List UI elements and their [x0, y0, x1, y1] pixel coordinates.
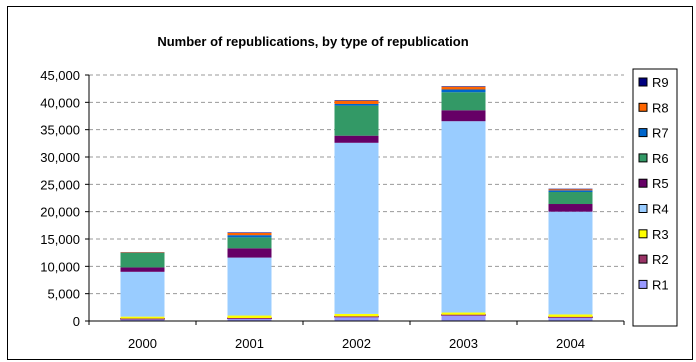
legend-label-r8: R8	[652, 100, 669, 115]
bar-segment-r7	[227, 235, 272, 238]
legend-swatch-r3	[638, 229, 648, 239]
bars	[120, 86, 593, 321]
bar-segment-r7	[548, 190, 593, 192]
bar-segment-r2	[548, 316, 593, 318]
y-tick-label: 20,000	[40, 205, 80, 220]
y-tick-label: 40,000	[40, 95, 80, 110]
axes	[85, 74, 625, 325]
bar-segment-r3	[227, 315, 272, 318]
bar-segment-r2	[120, 318, 165, 320]
bar-segment-r5	[227, 248, 272, 258]
legend-label-r1: R1	[652, 277, 669, 292]
bar-segment-r8	[334, 100, 379, 104]
legend-label-r5: R5	[652, 176, 669, 191]
bar-segment-r5	[120, 267, 165, 272]
bar-segment-r4	[548, 211, 593, 315]
bar-segment-r4	[334, 142, 379, 314]
legend-label-r3: R3	[652, 227, 669, 242]
y-tick-label: 0	[73, 314, 80, 329]
x-axis-ticks: 2000 2001 2002 2003 2004	[128, 336, 585, 351]
bar-segment-r7	[334, 103, 379, 106]
bar-segment-r1	[441, 314, 486, 321]
bar-segment-r8	[548, 189, 593, 191]
x-tick-label: 2003	[449, 336, 478, 351]
legend-swatch-r7	[638, 128, 648, 138]
bar-segment-r3	[441, 312, 486, 315]
x-tick-label: 2004	[556, 336, 585, 351]
legend-swatch-r1	[638, 279, 648, 289]
legend-swatch-r6	[638, 153, 648, 163]
x-tick-label: 2000	[128, 336, 157, 351]
bar-segment-r1	[548, 317, 593, 321]
legend-label-r6: R6	[652, 151, 669, 166]
legend-swatch-r2	[638, 254, 648, 264]
bar-segment-r3	[120, 316, 165, 319]
bar-segment-r6	[227, 237, 272, 249]
chart-title: Number of republications, by type of rep…	[157, 34, 469, 49]
bar-segment-r6	[334, 105, 379, 136]
bar-segment-r5	[441, 110, 486, 122]
bar-segment-r9	[334, 100, 379, 101]
legend-swatch-r9	[638, 77, 648, 87]
legend-label-r4: R4	[652, 202, 669, 217]
y-axis-ticks: 0 5,000 10,000 15,000 20,000 25,000 30,000 35,0…	[40, 68, 80, 329]
bar-segment-r9	[441, 86, 486, 87]
bar-segment-r8	[441, 86, 486, 90]
legend-swatch-r8	[638, 102, 648, 112]
bar-segment-r7	[120, 252, 165, 253]
bar-segment-r3	[334, 313, 379, 317]
legend-label-r9: R9	[652, 75, 669, 90]
bar-segment-r8	[227, 232, 272, 236]
x-tick-label: 2001	[235, 336, 264, 351]
bar-segment-r1	[227, 318, 272, 321]
bar-segment-r4	[227, 257, 272, 316]
bar-segment-r5	[548, 204, 593, 212]
bar-segment-r7	[441, 89, 486, 93]
legend-label-r2: R2	[652, 252, 669, 267]
bar-segment-r6	[441, 92, 486, 111]
legend: R9 R8 R7 R6 R5 R4 R3 R2 R1	[632, 68, 678, 327]
bar-segment-r6	[120, 252, 165, 268]
bar-segment-r2	[227, 317, 272, 319]
bar-segment-r5	[334, 135, 379, 143]
bar-segment-r9	[548, 188, 593, 190]
bar-segment-r1	[334, 316, 379, 321]
y-tick-label: 15,000	[40, 232, 80, 247]
bar-segment-r2	[334, 315, 379, 318]
bar-segment-r4	[441, 121, 486, 313]
bar-segment-r4	[120, 271, 165, 317]
legend-label-r7: R7	[652, 126, 669, 141]
bar-segment-r1	[120, 318, 165, 321]
y-tick-label: 30,000	[40, 150, 80, 165]
legend-swatch-r4	[638, 204, 648, 213]
y-tick-label: 5,000	[47, 287, 80, 302]
bar-segment-r6	[548, 191, 593, 205]
y-tick-label: 45,000	[40, 68, 80, 83]
bar-segment-r3	[548, 314, 593, 317]
legend-swatch-r5	[638, 178, 648, 188]
y-tick-label: 10,000	[40, 259, 80, 274]
bar-segment-r8	[120, 252, 165, 253]
x-tick-label: 2002	[342, 336, 371, 351]
bar-segment-r9	[227, 232, 272, 233]
y-tick-label: 25,000	[40, 177, 80, 192]
y-tick-label: 35,000	[40, 123, 80, 138]
bar-segment-r2	[441, 314, 486, 316]
